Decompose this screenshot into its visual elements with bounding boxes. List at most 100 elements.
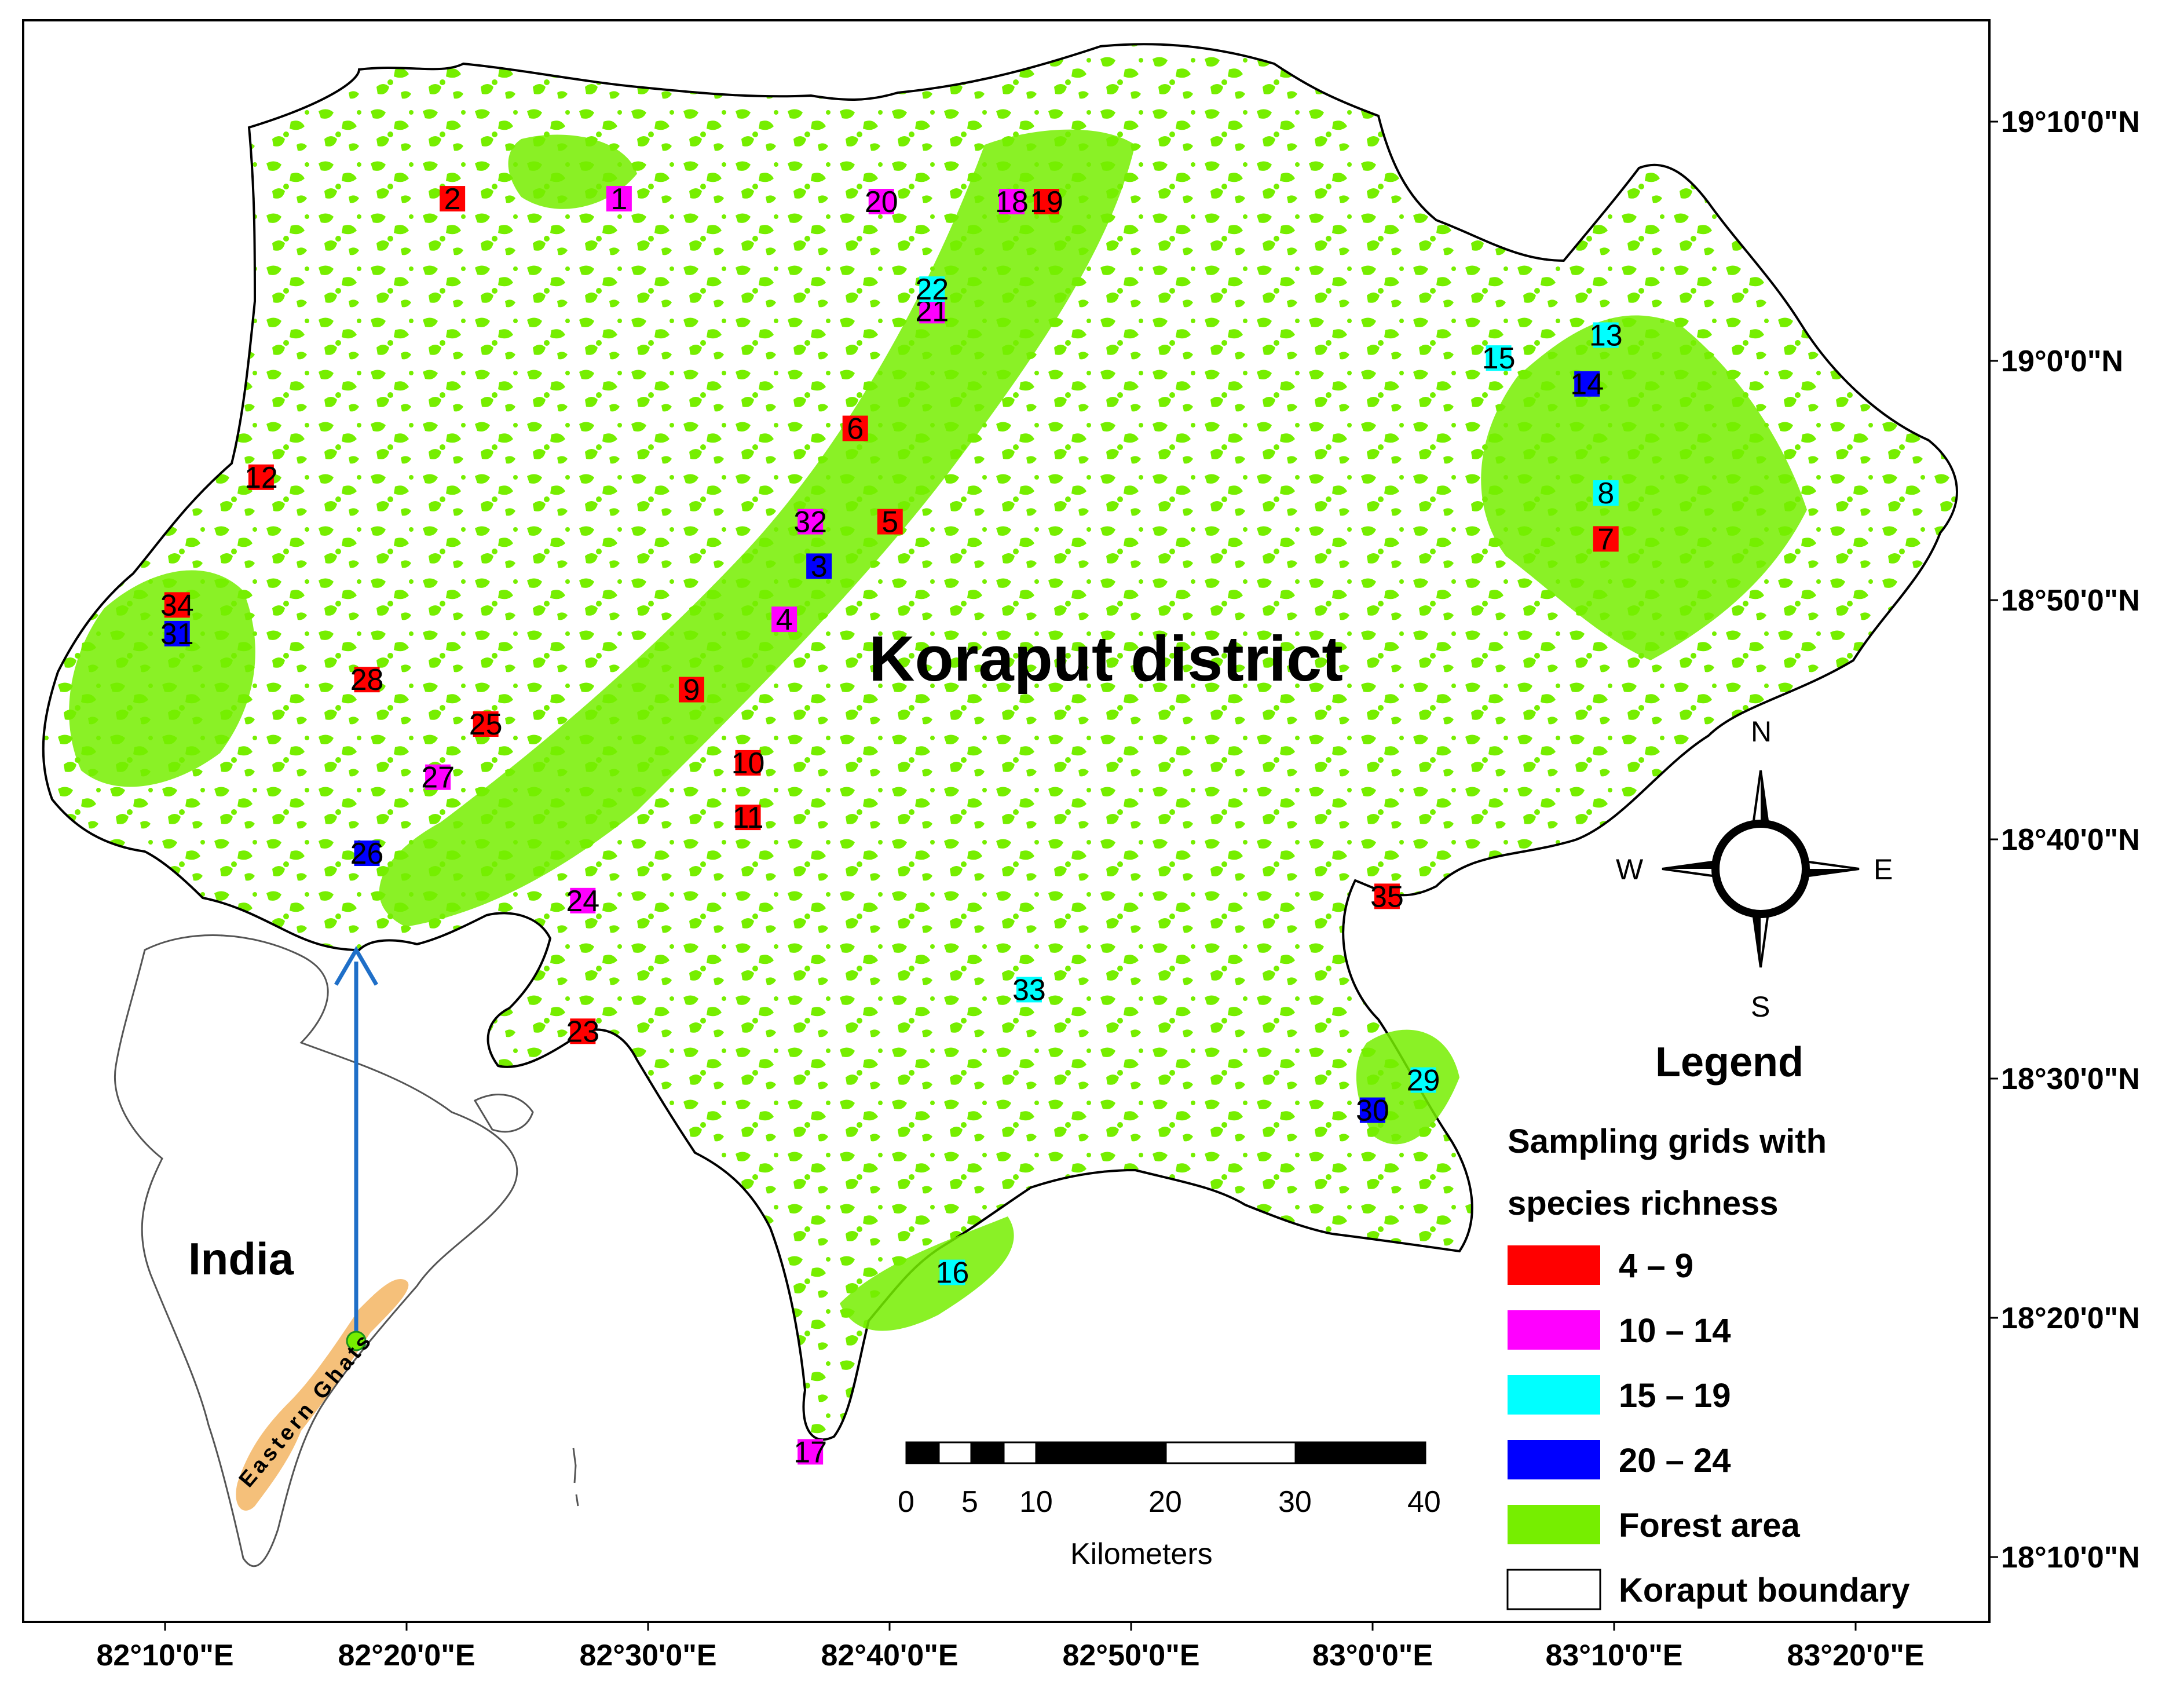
longitude-label: 83°10'0"E (1545, 1639, 1682, 1672)
sampling-grid-1: 1 (606, 182, 632, 216)
sampling-grid-square (440, 186, 466, 212)
legend-item: 4 – 9 (1508, 1245, 1693, 1285)
legend-item: 15 – 19 (1508, 1375, 1731, 1415)
compass-e-label: E (1874, 853, 1893, 886)
sampling-grid-23: 23 (566, 1015, 599, 1048)
sampling-grid-square (1033, 189, 1059, 215)
sampling-grid-label: 20 (865, 185, 898, 219)
legend-item: Koraput boundary (1506, 1569, 1910, 1610)
sampling-grid-label: 33 (1012, 973, 1046, 1007)
sampling-grid-label: 25 (469, 708, 503, 741)
legend-item: 20 – 24 (1508, 1440, 1731, 1479)
sampling-grid-label: 31 (160, 617, 194, 651)
sampling-grid-square (1374, 883, 1400, 909)
legend-label: Koraput boundary (1619, 1572, 1910, 1609)
sampling-grid-28: 28 (350, 663, 384, 697)
sampling-grid-square (868, 189, 894, 215)
legend-label: 4 – 9 (1619, 1247, 1693, 1285)
scale-segment-7.5-10 (1003, 1441, 1037, 1464)
sampling-grid-square (1016, 977, 1042, 1003)
sampling-grid-31: 31 (160, 617, 194, 651)
sampling-grid-label: 32 (793, 506, 827, 539)
sampling-grid-35: 35 (1370, 880, 1404, 913)
sampling-grid-13: 13 (1589, 319, 1623, 352)
sampling-grid-square (570, 1018, 596, 1044)
sampling-grid-label: 34 (160, 589, 194, 622)
scale-tick-40: 40 (1407, 1485, 1441, 1519)
india-outline (114, 934, 518, 1567)
sampling-grid-square (425, 764, 451, 790)
sampling-grid-label: 23 (566, 1015, 599, 1048)
legend-label: Forest area (1619, 1507, 1800, 1544)
sampling-grid-34: 34 (160, 589, 194, 622)
sampling-grid-label: 35 (1370, 880, 1404, 913)
compass-s-label: S (1751, 991, 1770, 1023)
sampling-grid-square (570, 887, 596, 913)
legend-title: Legend (1655, 1039, 1803, 1086)
latitude-label: 18°30'0"N (2001, 1062, 2140, 1096)
sampling-grid-label: 12 (244, 461, 278, 495)
scale-segment-5-7.5 (970, 1441, 1005, 1464)
legend-swatch (1508, 1310, 1600, 1350)
sampling-grid-label: 1 (610, 182, 627, 216)
legend-label: 20 – 24 (1619, 1442, 1731, 1479)
sampling-grid-label: 2 (444, 182, 461, 216)
scale-bar: 0 5 10 20 30 40 Kilometers (898, 1441, 1441, 1571)
sampling-grid-square (164, 592, 190, 618)
sampling-grid-30: 30 (1356, 1094, 1389, 1128)
latitude-label: 18°50'0"N (2001, 584, 2140, 617)
forest-band-south (840, 1216, 1014, 1331)
scale-segment-30-40 (1294, 1441, 1426, 1464)
sampling-grid-square (1574, 371, 1600, 397)
sampling-grid-12: 12 (244, 461, 278, 495)
sampling-grid-label: 28 (350, 663, 384, 697)
latitude-labels: 19°10'0"N 19°0'0"N 18°50'0"N 18°40'0"N 18°30… (1989, 105, 2140, 1574)
longitude-labels: 82°10'0"E 82°20'0"E 82°30'0"E 82°40'0"E 82°5… (96, 1622, 1925, 1672)
sampling-grid-label: 13 (1589, 319, 1623, 352)
sampling-grid-19: 19 (1030, 185, 1063, 219)
sampling-grid-7: 7 (1593, 522, 1619, 556)
sampling-grid-square (354, 667, 380, 693)
sampling-grid-label: 6 (847, 412, 864, 446)
compass-n-label: N (1751, 715, 1772, 748)
scale-unit: Kilometers (1070, 1537, 1213, 1571)
sampling-grid-square (806, 553, 832, 579)
koraput-location-marker (346, 1331, 367, 1351)
sampling-grid-3: 3 (806, 550, 832, 583)
sampling-grid-square (678, 677, 704, 703)
sampling-grid-square (919, 298, 945, 324)
forest-band-north (508, 134, 637, 209)
sampling-grid-square (939, 1259, 965, 1285)
india-islands (572, 1448, 579, 1507)
legend-label: 15 – 19 (1619, 1377, 1731, 1415)
sampling-grid-square (1410, 1067, 1436, 1093)
legend-swatch (1508, 1375, 1600, 1415)
legend: Legend Sampling grids with species richn… (1506, 1039, 1910, 1610)
sampling-grid-square (1593, 480, 1619, 506)
sampling-grid-11: 11 (733, 801, 764, 835)
sampling-grid-label: 9 (683, 674, 700, 707)
longitude-label: 82°20'0"E (338, 1639, 475, 1672)
sampling-grid-2: 2 (440, 182, 466, 216)
legend-subtitle-line2: species richness (1508, 1185, 1779, 1222)
scale-segment-0-2.5 (905, 1441, 940, 1464)
sampling-grid-26: 26 (350, 837, 384, 871)
sampling-grid-33: 33 (1012, 973, 1046, 1007)
scale-segment-2.5-5 (938, 1441, 972, 1464)
forest-band-central (379, 129, 1135, 927)
sampling-grid-label: 18 (995, 185, 1029, 219)
sampling-grid-15: 15 (1482, 342, 1516, 375)
sampling-grid-label: 3 (811, 550, 828, 583)
sampling-grid-label: 5 (881, 506, 898, 539)
sampling-grid-square (606, 186, 632, 212)
sampling-grid-label: 14 (1570, 368, 1604, 401)
sampling-grid-square (1359, 1097, 1385, 1123)
sampling-grid-square (998, 189, 1025, 215)
latitude-label: 19°0'0"N (2001, 345, 2123, 378)
legend-subtitle-line1: Sampling grids with (1508, 1123, 1827, 1160)
longitude-label: 83°20'0"E (1787, 1639, 1924, 1672)
legend-swatch (1508, 1245, 1600, 1285)
longitude-label: 82°30'0"E (579, 1639, 716, 1672)
